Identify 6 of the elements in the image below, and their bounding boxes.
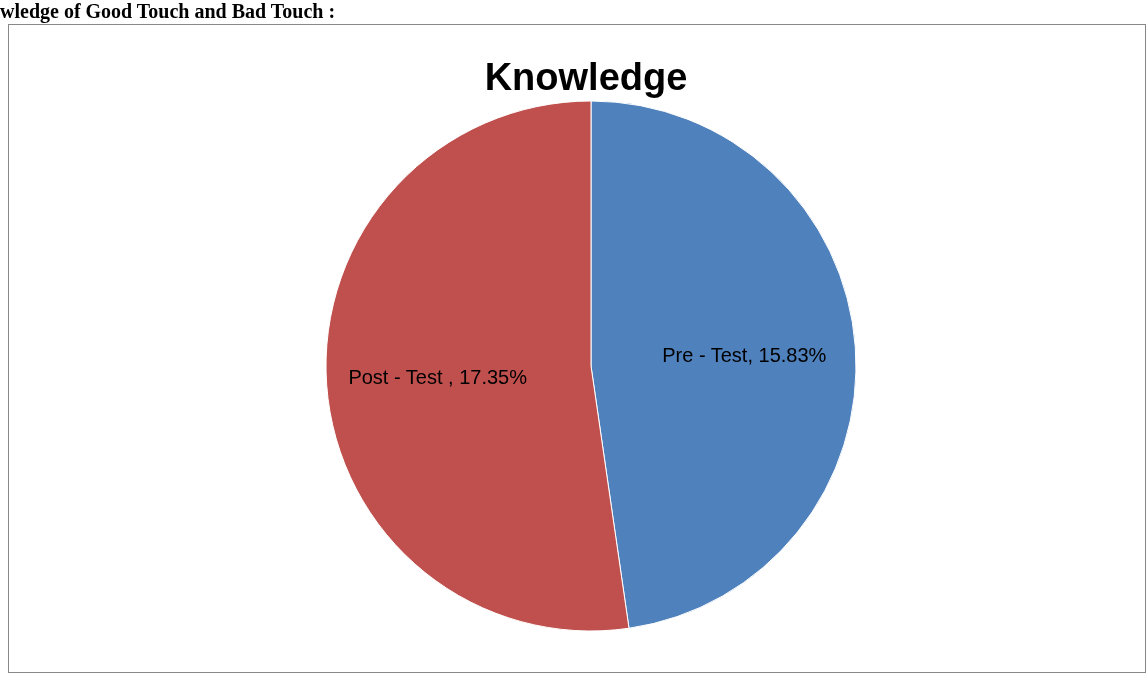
chart-title: Knowledge [484,56,688,98]
slice-label: Pre - Test [662,343,748,366]
data-label: , 15.83% [747,343,827,366]
slice-label: Post - Test [348,366,449,389]
text: wledge of Good Touch and Bad Touch : [0,0,336,23]
data-label: , 17.35% [448,366,528,389]
